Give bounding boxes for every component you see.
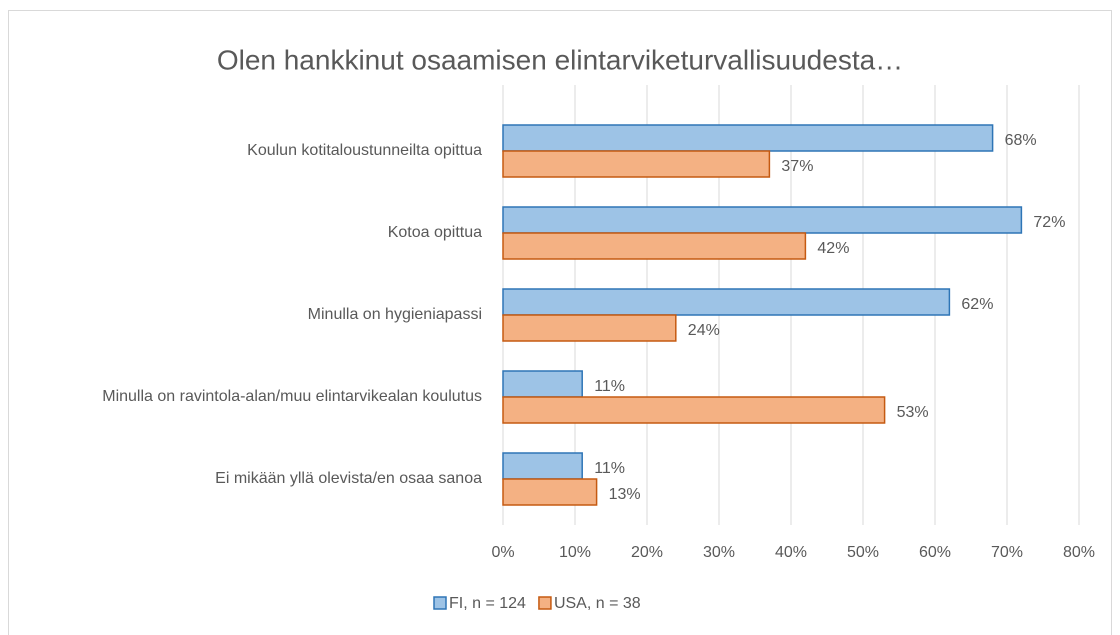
x-tick-label: 10% [559,544,591,561]
legend-swatch [433,596,447,610]
bar [502,396,886,424]
legend-label: USA, n = 38 [554,595,641,612]
data-label: 37% [781,158,813,175]
bar [502,288,951,316]
x-tick-label: 20% [631,544,663,561]
category-text: Minulla on ravintola-alan/muu elintarvik… [102,388,482,405]
bar [502,314,677,342]
bar [502,478,598,506]
y-tick-label: Koulun kotitaloustunneilta opittua [12,140,482,162]
x-tick-label: 60% [919,544,951,561]
legend-label: FI, n = 124 [449,595,526,612]
bar [502,150,771,178]
bar [502,452,583,480]
y-tick-label: Kotoa opittua [12,222,482,244]
x-tick-label: 80% [1063,544,1095,561]
bar [502,124,994,152]
data-label: 24% [688,322,720,339]
data-label: 62% [961,296,993,313]
x-tick-label: 50% [847,544,879,561]
category-text: Minulla on hygieniapassi [307,306,482,323]
category-text: Koulun kotitaloustunneilta opittua [247,142,482,159]
legend-swatch [538,596,552,610]
x-tick-label: 30% [703,544,735,561]
category-text: Kotoa opittua [387,224,482,241]
y-tick-label: Minulla on ravintola-alan/muu elintarvik… [12,386,482,408]
data-label: 11% [594,378,625,395]
category-text: Ei mikään yllä olevista/en osaa sanoa [215,470,482,487]
x-tick-label: 0% [491,544,514,561]
data-label: 53% [897,404,929,421]
y-tick-label: Minulla on hygieniapassi [12,304,482,326]
data-label: 42% [817,240,849,257]
data-label: 72% [1033,214,1065,231]
y-tick-label: Ei mikään yllä olevista/en osaa sanoa [12,468,482,490]
x-tick-label: 70% [991,544,1023,561]
data-label: 13% [609,486,641,503]
bar [502,206,1023,234]
bar [502,232,807,260]
bar [502,370,583,398]
data-label: 11% [594,460,625,477]
chart-title: Olen hankkinut osaamisen elintarviketurv… [217,44,903,75]
x-tick-label: 40% [775,544,807,561]
data-label: 68% [1005,132,1037,149]
